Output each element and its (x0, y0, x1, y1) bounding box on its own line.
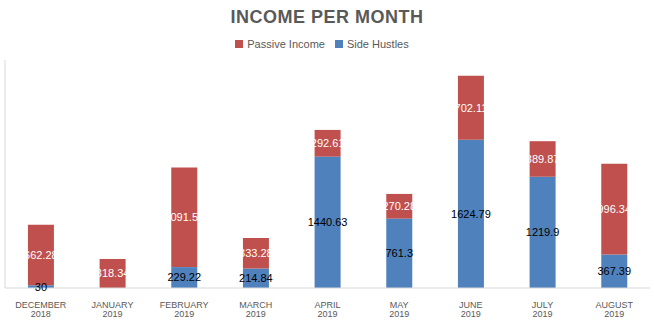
svg-text:JANUARY2019: JANUARY2019 (92, 300, 134, 319)
svg-text:292.61: 292.61 (311, 137, 345, 149)
svg-text:FEBRUARY2019: FEBRUARY2019 (160, 300, 209, 319)
svg-text:214.84: 214.84 (239, 272, 273, 284)
svg-text:318.34: 318.34 (96, 267, 130, 279)
svg-text:DECEMBER2018: DECEMBER2018 (15, 300, 67, 319)
svg-text:AUGUST2019: AUGUST2019 (595, 300, 633, 319)
html-text:INCOME PER MONTH: INCOME PER MONTH (230, 7, 424, 27)
svg-text:1440.63: 1440.63 (308, 216, 348, 228)
svg-text:1091.56: 1091.56 (164, 211, 204, 223)
svg-text:761.3: 761.3 (386, 247, 414, 259)
svg-text:MAY2019: MAY2019 (389, 300, 409, 319)
svg-text:333.28: 333.28 (239, 247, 273, 259)
svg-text:270.28: 270.28 (382, 200, 416, 212)
svg-text:1624.79: 1624.79 (451, 208, 491, 220)
svg-text:JULY2019: JULY2019 (532, 300, 553, 319)
svg-text:389.87: 389.87 (526, 153, 560, 165)
html-text:Passive Income: Passive Income (247, 38, 325, 50)
svg-text:30: 30 (35, 281, 47, 293)
html-text:Side Hustles: Side Hustles (346, 38, 409, 50)
svg-text:229.22: 229.22 (167, 271, 201, 283)
svg-text:996.34: 996.34 (597, 203, 631, 215)
svg-text:MARCH2019: MARCH2019 (239, 300, 272, 319)
svg-text:APRIL2019: APRIL2019 (314, 300, 340, 319)
svg-text:367.39: 367.39 (597, 265, 631, 277)
svg-text:1219.9: 1219.9 (526, 226, 560, 238)
svg-text:702.11: 702.11 (455, 102, 488, 114)
svg-text:662.28: 662.28 (24, 249, 58, 261)
svg-text:JUNE2019: JUNE2019 (459, 300, 483, 319)
